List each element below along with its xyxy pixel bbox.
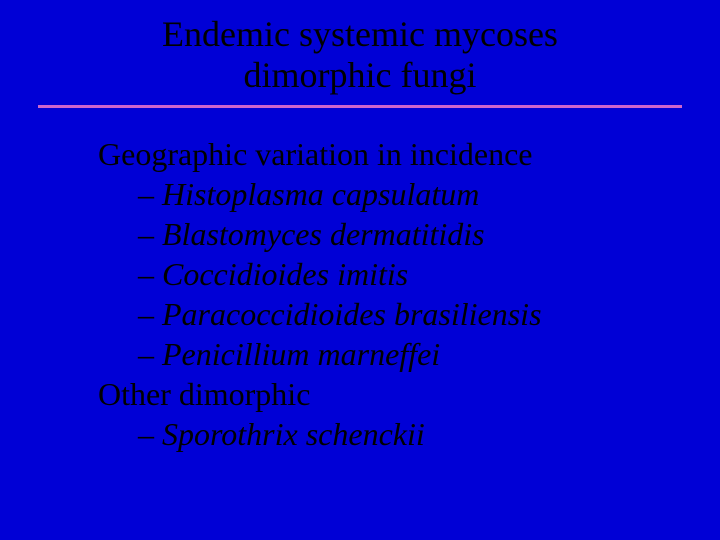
species-name: Histoplasma capsulatum [162, 176, 479, 212]
bullet-dash: – [138, 216, 162, 252]
bullet-dash: – [138, 176, 162, 212]
content-block: Geographic variation in incidence – Hist… [0, 108, 720, 454]
bullet-dash: – [138, 296, 162, 332]
list-item: – Paracoccidioides brasiliensis [138, 294, 720, 334]
title-block: Endemic systemic mycoses dimorphic fungi [0, 0, 720, 97]
list-item: – Penicillium marneffei [138, 334, 720, 374]
bullet-dash: – [138, 416, 162, 452]
bullet-dash: – [138, 336, 162, 372]
species-name: Sporothrix schenckii [162, 416, 425, 452]
list-item: – Sporothrix schenckii [138, 414, 720, 454]
species-name: Penicillium marneffei [162, 336, 440, 372]
title-line-2: dimorphic fungi [0, 55, 720, 96]
bullet-dash: – [138, 256, 162, 292]
section-label-2: Other dimorphic [98, 374, 720, 414]
slide: Endemic systemic mycoses dimorphic fungi… [0, 0, 720, 540]
species-name: Paracoccidioides brasiliensis [162, 296, 542, 332]
species-list-1: – Histoplasma capsulatum – Blastomyces d… [98, 174, 720, 374]
species-name: Blastomyces dermatitidis [162, 216, 485, 252]
list-item: – Coccidioides imitis [138, 254, 720, 294]
list-item: – Histoplasma capsulatum [138, 174, 720, 214]
list-item: – Blastomyces dermatitidis [138, 214, 720, 254]
species-name: Coccidioides imitis [162, 256, 408, 292]
section-label-1: Geographic variation in incidence [98, 134, 720, 174]
species-list-2: – Sporothrix schenckii [98, 414, 720, 454]
title-line-1: Endemic systemic mycoses [0, 14, 720, 55]
